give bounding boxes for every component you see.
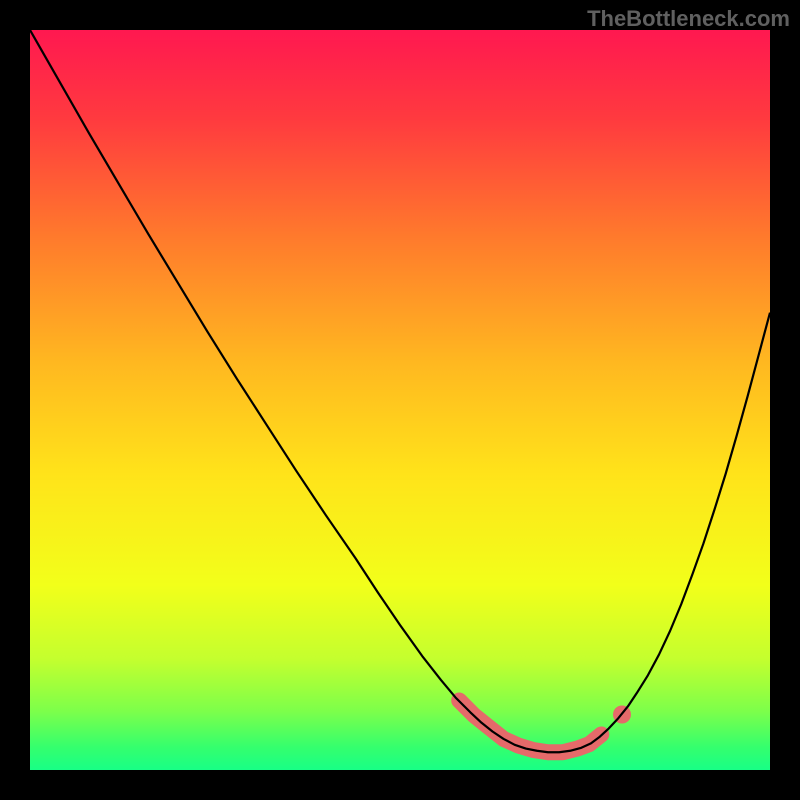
- chart-container: TheBottleneck.com: [0, 0, 800, 800]
- bottleneck-curve: [30, 30, 770, 752]
- chart-svg: [30, 30, 770, 770]
- valley-highlight: [459, 700, 601, 752]
- watermark-text: TheBottleneck.com: [587, 6, 790, 32]
- gradient-background: [30, 30, 770, 770]
- plot-area: [30, 30, 770, 770]
- valley-highlight-blob: [613, 706, 631, 724]
